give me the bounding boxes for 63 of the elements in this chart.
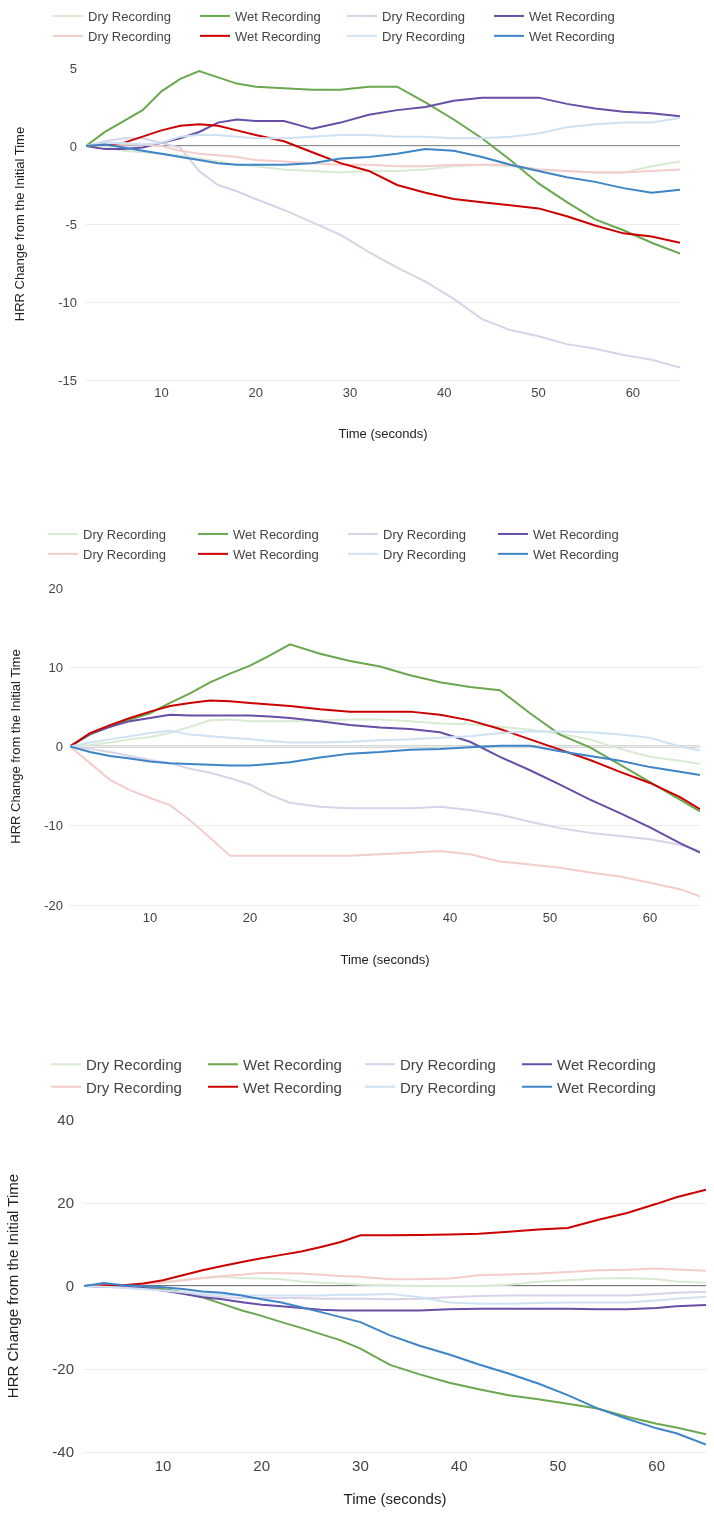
x-tick-label: 10 bbox=[154, 384, 169, 400]
legend-label: Dry Recording bbox=[400, 1078, 496, 1096]
legend-label: Wet Recording bbox=[529, 28, 615, 44]
y-tick-label: -15 bbox=[58, 372, 77, 388]
legend-label: Wet Recording bbox=[529, 9, 615, 25]
x-tick-label: 40 bbox=[437, 384, 452, 400]
legend-label: Dry Recording bbox=[88, 28, 172, 44]
y-tick-label: 40 bbox=[57, 1111, 74, 1129]
x-tick-label: 40 bbox=[450, 1457, 468, 1474]
legend-label: Wet Recording bbox=[243, 1078, 342, 1096]
x-tick-label: 50 bbox=[549, 1457, 567, 1474]
x-tick-label: 20 bbox=[242, 909, 258, 925]
x-axis-title: Time (seconds) bbox=[338, 426, 428, 442]
x-axis-title: Time (seconds) bbox=[340, 952, 430, 968]
x-tick-label: 50 bbox=[542, 909, 558, 925]
x-tick-label: 20 bbox=[248, 384, 263, 400]
legend-label: Dry Recording bbox=[383, 527, 467, 543]
y-tick-label: -20 bbox=[44, 897, 63, 913]
x-axis-title: Time (seconds) bbox=[343, 1490, 447, 1507]
legend-label: Dry Recording bbox=[86, 1056, 182, 1074]
legend-label: Dry Recording bbox=[382, 9, 466, 25]
x-tick-label: 60 bbox=[625, 384, 641, 400]
y-axis-title: HRR Change from the Initial Time bbox=[8, 649, 24, 844]
legend-label: Wet Recording bbox=[235, 28, 321, 44]
y-tick-label: 20 bbox=[57, 1194, 74, 1212]
legend-label: Wet Recording bbox=[533, 527, 619, 543]
y-tick-label: 0 bbox=[65, 1277, 74, 1295]
y-tick-label: 10 bbox=[48, 659, 63, 675]
legend-label: Wet Recording bbox=[233, 546, 319, 562]
y-tick-label: -10 bbox=[44, 818, 63, 834]
x-tick-label: 50 bbox=[531, 384, 546, 400]
y-tick-label: -5 bbox=[65, 216, 77, 232]
x-tick-label: 40 bbox=[442, 909, 458, 925]
legend-label: Wet Recording bbox=[235, 9, 321, 25]
legend-label: Wet Recording bbox=[533, 546, 619, 562]
y-tick-label: -20 bbox=[52, 1360, 74, 1378]
legend-label: Dry Recording bbox=[83, 527, 167, 543]
x-tick-label: 30 bbox=[342, 384, 358, 400]
y-tick-label: -10 bbox=[58, 294, 77, 310]
legend-label: Dry Recording bbox=[88, 9, 172, 25]
legend-label: Wet Recording bbox=[557, 1078, 656, 1096]
legend-label: Wet Recording bbox=[557, 1056, 656, 1074]
legend-label: Wet Recording bbox=[233, 527, 319, 543]
x-tick-label: 60 bbox=[642, 909, 658, 925]
x-tick-label: 60 bbox=[648, 1457, 665, 1474]
legend-label: Dry Recording bbox=[83, 546, 167, 562]
y-tick-label: 5 bbox=[69, 60, 77, 76]
legend-label: Dry Recording bbox=[382, 28, 466, 44]
x-tick-label: 10 bbox=[154, 1457, 172, 1474]
y-tick-label: 0 bbox=[69, 138, 77, 154]
legend-label: Dry Recording bbox=[400, 1056, 496, 1074]
x-tick-label: 30 bbox=[342, 909, 358, 925]
y-tick-label: 0 bbox=[55, 739, 63, 755]
legend-label: Wet Recording bbox=[243, 1056, 342, 1074]
x-tick-label: 30 bbox=[352, 1457, 369, 1474]
y-tick-label: -40 bbox=[52, 1443, 74, 1461]
x-tick-label: 10 bbox=[142, 909, 158, 925]
y-axis-title: HRR Change from the Initial Time bbox=[12, 126, 28, 322]
legend-label: Dry Recording bbox=[86, 1078, 182, 1096]
y-axis-title: HRR Change from the Initial Time bbox=[3, 1173, 21, 1399]
y-tick-label: 20 bbox=[48, 580, 63, 596]
x-tick-label: 20 bbox=[253, 1457, 271, 1474]
legend-label: Dry Recording bbox=[383, 546, 467, 562]
